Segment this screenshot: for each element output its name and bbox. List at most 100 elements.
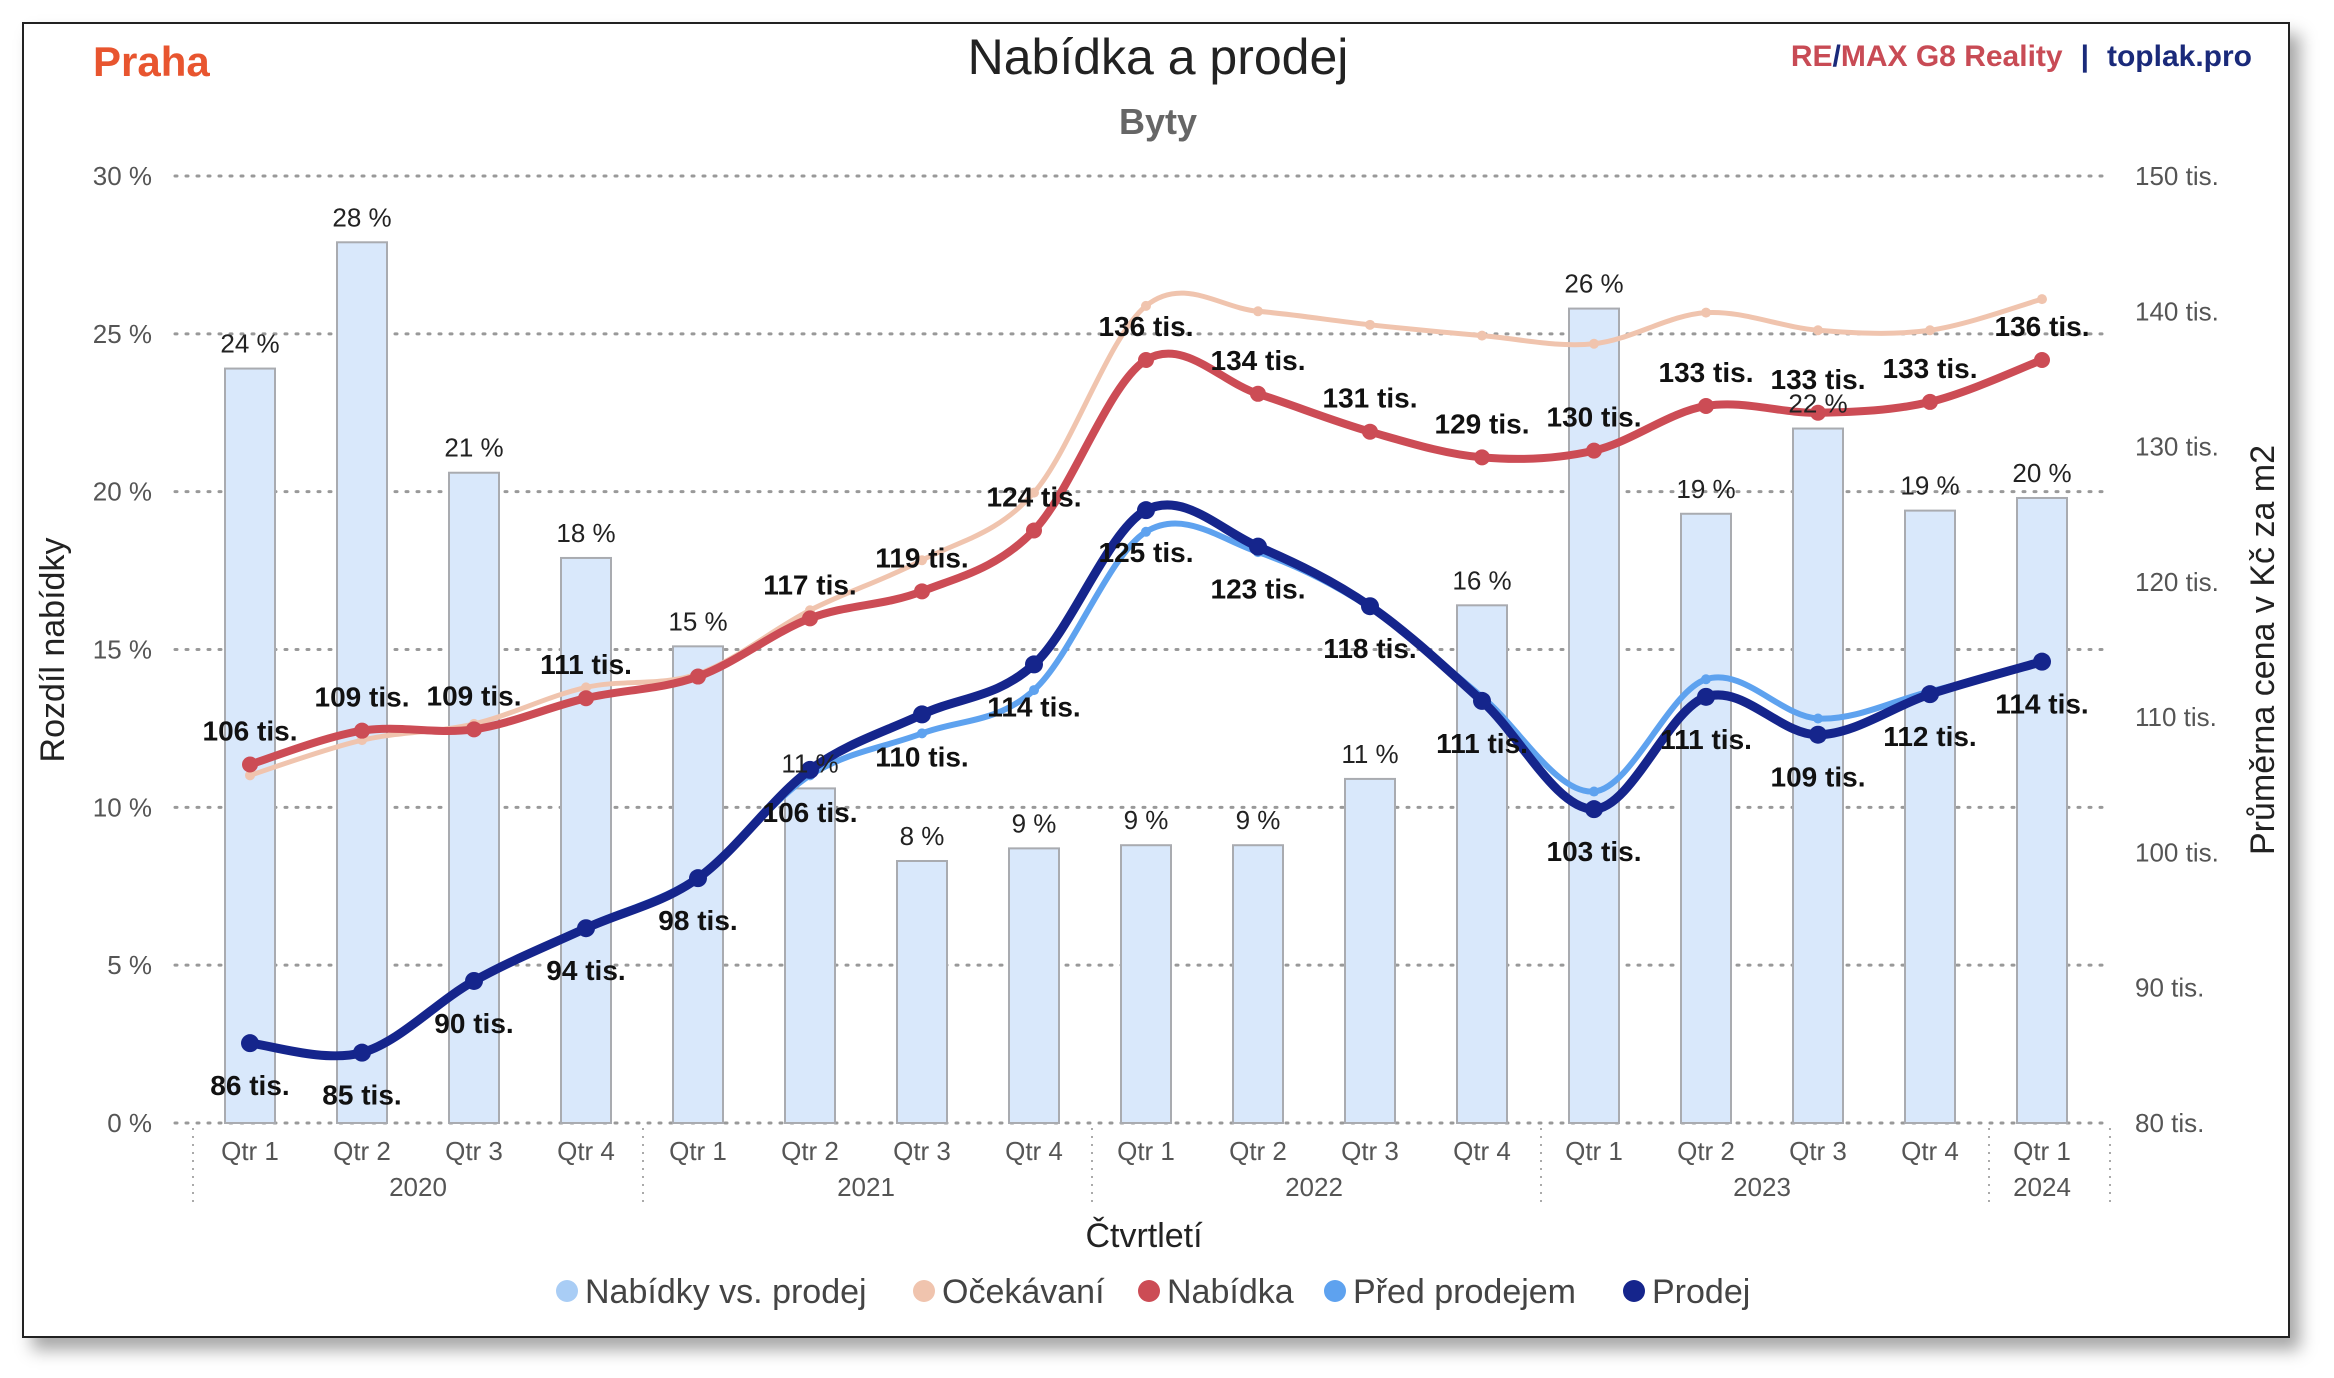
brand-slash: / — [1833, 40, 1842, 73]
y2-tick-label: 120 tis. — [2135, 567, 2219, 597]
data-point — [1477, 330, 1487, 341]
bar — [448, 471, 500, 1124]
legend-label: Prodej — [1652, 1273, 1750, 1311]
data-point — [578, 690, 594, 707]
x-tick-label: Qtr 3 — [1789, 1136, 1847, 1166]
bar-value-label: 9 % — [1124, 805, 1169, 835]
series-lines — [241, 290, 2051, 1062]
y-tick-label: 10 % — [93, 792, 152, 822]
y-axis-title: Rozdíl nabídky — [34, 538, 72, 763]
prodej-value-label: 111 tis. — [1436, 728, 1528, 759]
y-tick-label: 25 % — [93, 319, 152, 349]
year-label: 2024 — [2013, 1172, 2071, 1202]
data-point — [1362, 423, 1378, 440]
data-point — [690, 668, 706, 685]
y2-tick-label: 80 tis. — [2135, 1108, 2204, 1138]
data-point — [689, 869, 707, 888]
series-line-1 — [247, 290, 2045, 778]
x-axis-title: Čtvrtletí — [1085, 1217, 1203, 1255]
legend: Nabídky vs. prodej Očekávaní Nabídka Před p… — [556, 1273, 1750, 1311]
bar-value-label: 9 % — [1236, 805, 1281, 835]
nabidka-value-label: 124 tis. — [987, 481, 1082, 512]
data-point — [245, 770, 255, 781]
y-tick-label: 20 % — [93, 477, 152, 507]
data-point — [1025, 655, 1043, 674]
y-tick-label: 15 % — [93, 635, 152, 665]
bar — [896, 859, 948, 1124]
data-point — [1137, 501, 1155, 520]
brand-site: toplak.pro — [2107, 40, 2252, 73]
data-point — [1922, 393, 1938, 410]
data-point — [1029, 487, 1039, 498]
data-point — [1925, 325, 1935, 336]
bar-value-label: 11 % — [1341, 739, 1398, 769]
prodej-value-label: 118 tis. — [1323, 633, 1416, 664]
data-point — [1361, 597, 1379, 616]
data-point — [1250, 385, 1266, 402]
prodej-value-label: 114 tis. — [987, 691, 1080, 722]
y2-tick-label: 140 tis. — [2135, 296, 2219, 326]
nabidka-value-label: 106 tis. — [203, 715, 298, 746]
data-point — [1141, 526, 1151, 537]
data-point — [1138, 351, 1154, 368]
prodej-value-label: 103 tis. — [1547, 836, 1642, 867]
bar — [2016, 496, 2068, 1125]
bar-value-label: 28 % — [332, 202, 391, 232]
y-tick-label: 30 % — [93, 161, 152, 191]
prodej-value-label: 106 tis. — [763, 797, 858, 828]
city-label: Praha — [93, 38, 210, 85]
brand-label: RE/MAX G8 Reality | toplak.pro — [1791, 40, 2252, 73]
year-label: 2023 — [1733, 1172, 1791, 1202]
x-tick-label: Qtr 2 — [1229, 1136, 1287, 1166]
y2-tick-label: 150 tis. — [2135, 161, 2219, 191]
nabidka-value-label: 130 tis. — [1547, 402, 1642, 433]
bar — [1344, 777, 1396, 1124]
bar-value-label: 9 % — [1012, 808, 1057, 838]
bar-value-label: 26 % — [1564, 269, 1623, 299]
y-tick-label: 0 % — [107, 1108, 152, 1138]
data-point — [1586, 442, 1602, 459]
legend-label: Očekávaní — [942, 1273, 1105, 1311]
y-tick-label: 5 % — [107, 950, 152, 980]
data-point — [1029, 685, 1039, 696]
nabidka-value-label: 131 tis. — [1323, 383, 1418, 414]
bar — [1792, 427, 1844, 1124]
data-point — [2034, 351, 2050, 368]
prodej-value-label: 111 tis. — [1660, 724, 1752, 755]
legend-marker — [1623, 1280, 1645, 1302]
x-tick-label: Qtr 1 — [1565, 1136, 1623, 1166]
bar — [560, 556, 612, 1124]
bars — [224, 241, 2068, 1125]
x-tick-label: Qtr 3 — [893, 1136, 951, 1166]
bar-value-label: 16 % — [1452, 565, 1511, 595]
data-point — [2037, 294, 2047, 305]
prodej-value-label: 110 tis. — [875, 741, 968, 772]
chart-subtitle: Byty — [1119, 101, 1197, 142]
prodej-value-label: 112 tis. — [1883, 721, 1976, 752]
data-point — [1813, 713, 1823, 724]
y2-tick-label: 90 tis. — [2135, 973, 2204, 1003]
data-point — [917, 728, 927, 739]
legend-marker — [1138, 1280, 1160, 1302]
data-point — [1701, 674, 1711, 685]
nabidka-value-label: 136 tis. — [1099, 311, 1194, 342]
data-point — [913, 705, 931, 724]
nabidka-value-label: 133 tis. — [1883, 353, 1978, 384]
data-point — [914, 583, 930, 600]
legend-marker — [913, 1280, 935, 1302]
legend-marker — [556, 1280, 578, 1302]
y2-tick-label: 130 tis. — [2135, 432, 2219, 462]
bar-value-label: 8 % — [900, 821, 945, 851]
bar — [1680, 512, 1732, 1124]
x-tick-label: Qtr 1 — [221, 1136, 279, 1166]
data-point — [466, 721, 482, 738]
data-point — [2033, 652, 2051, 671]
bar — [1904, 509, 1956, 1124]
data-point — [1474, 449, 1490, 466]
bar — [1232, 844, 1284, 1124]
data-point — [1813, 325, 1823, 336]
data-labels: 24 % 28 % 21 % 18 % 15 % 11 % 8 % 9 % 9 % 9 % 11 %… — [203, 202, 2090, 1110]
data-point — [1589, 786, 1599, 797]
bar — [1120, 844, 1172, 1124]
